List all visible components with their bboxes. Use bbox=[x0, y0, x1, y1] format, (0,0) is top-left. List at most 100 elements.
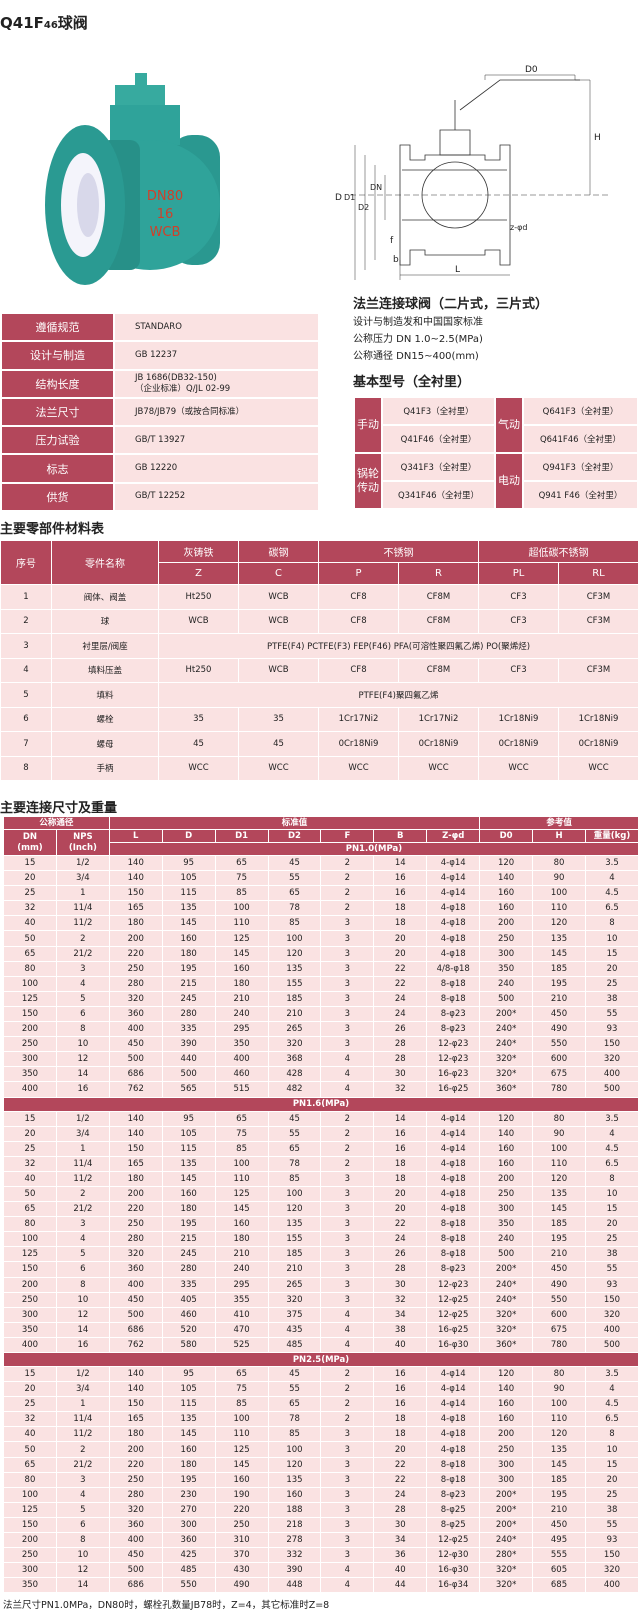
dimensions-cell: 3 bbox=[320, 1185, 375, 1203]
model-row: 锅轮传动 Q341F3（全衬里） 电动 Q941F3（全衬里） bbox=[353, 452, 639, 510]
dimensions-cell: 500 bbox=[161, 1066, 216, 1083]
dimensions-cell: 2 bbox=[320, 870, 375, 887]
dimensions-cell: 24 bbox=[373, 990, 428, 1007]
dimensions-cell: 675 bbox=[532, 1321, 586, 1338]
dimensions-cell: 278 bbox=[267, 1532, 322, 1549]
dimensions-cell: 40 bbox=[3, 915, 57, 932]
materials-cell: CF3M bbox=[558, 657, 639, 683]
dimensions-cell: 160 bbox=[479, 1396, 534, 1413]
dimensions-cell: 80 bbox=[532, 1365, 586, 1383]
dimensions-cell: 500 bbox=[584, 1081, 639, 1098]
dimensions-cell: 140 bbox=[108, 1365, 163, 1383]
dimensions-cell: 140 bbox=[479, 870, 534, 887]
dimensions-cell: 25 bbox=[3, 1396, 57, 1413]
dimensions-cell: 4 bbox=[584, 1381, 639, 1398]
dimensions-cell: 135 bbox=[532, 930, 586, 947]
dimensions-cell: 120 bbox=[267, 1456, 322, 1473]
dimensions-cell: 24 bbox=[373, 1486, 428, 1503]
dimensions-cell: 450 bbox=[532, 1005, 586, 1023]
dimensions-cell: 400 bbox=[3, 1336, 57, 1354]
dimensions-cell: 240 bbox=[214, 1005, 269, 1023]
model-name: Q41F46（全衬里） bbox=[381, 424, 496, 454]
dimensions-cell: 4/8-φ18 bbox=[426, 960, 481, 977]
dimensions-cell: 450 bbox=[532, 1516, 586, 1534]
dimensions-cell: 368 bbox=[267, 1051, 322, 1068]
dimensions-cell: 100 bbox=[3, 1231, 57, 1248]
dimensions-row: 350 14 686 520 470 435 4 38 16-φ25 320* 675 400 bbox=[3, 1321, 639, 1338]
header-code: RL bbox=[558, 562, 639, 585]
dimensions-cell: 55 bbox=[584, 1005, 639, 1023]
page-title: Q41F46球阀 bbox=[0, 12, 88, 33]
header-code: Z bbox=[158, 562, 239, 585]
dimensions-cell: 8-φ25 bbox=[426, 1501, 481, 1518]
dimensions-cell: 140 bbox=[108, 854, 163, 872]
dimensions-cell: 50 bbox=[3, 1185, 57, 1203]
dimensions-cell: 4-φ14 bbox=[426, 1365, 481, 1383]
dimensions-cell: 25 bbox=[584, 975, 639, 992]
dimensions-cell: 390 bbox=[267, 1562, 322, 1579]
dimensions-cell: 20 bbox=[373, 1201, 428, 1218]
dimensions-cell: 4-φ18 bbox=[426, 1441, 481, 1458]
dimensions-cell: 1 bbox=[55, 1140, 110, 1157]
dimensions-cell: 3 bbox=[55, 1471, 110, 1488]
dimensions-cell: 500 bbox=[108, 1562, 163, 1579]
dimensions-cell: 310 bbox=[214, 1532, 269, 1549]
materials-cell: 35 bbox=[238, 706, 319, 732]
dimensions-row: 65 21/2 220 180 145 120 3 20 4-φ18 300 145 15 bbox=[3, 945, 639, 962]
dimensions-row: 40 11/2 180 145 110 85 3 18 4-φ18 200 120 8 bbox=[3, 915, 639, 932]
dimensions-cell: 210 bbox=[532, 1246, 586, 1263]
body-outline bbox=[399, 144, 511, 266]
dimensions-row: 20 3/4 140 105 75 55 2 16 4-φ14 140 90 4 bbox=[3, 870, 639, 887]
dimensions-cell: 150 bbox=[584, 1547, 639, 1564]
dimensions-cell: 20 bbox=[3, 1381, 57, 1398]
dimensions-cell: 16 bbox=[373, 870, 428, 887]
dimensions-cell: 8-φ18 bbox=[426, 1216, 481, 1233]
dimensions-cell: 482 bbox=[267, 1081, 322, 1098]
dimensions-cell: 500 bbox=[479, 1246, 534, 1263]
column-header: NPS (Inch) bbox=[55, 829, 110, 856]
dimensions-cell: 65 bbox=[3, 1201, 57, 1218]
dimensions-cell: 320 bbox=[267, 1291, 322, 1308]
column-header: D2 bbox=[267, 829, 322, 843]
dimensions-cell: 190 bbox=[214, 1486, 269, 1503]
label-zd: z-φd bbox=[510, 223, 527, 232]
dimensions-row: 25 1 150 115 85 65 2 16 4-φ14 160 100 4.5 bbox=[3, 1396, 639, 1413]
dimensions-cell: 85 bbox=[267, 915, 322, 932]
spec-label: 供货 bbox=[0, 481, 115, 513]
dimensions-cell: 8 bbox=[55, 1276, 110, 1293]
dimensions-cell: 4 bbox=[584, 1125, 639, 1142]
dimensions-cell: 200* bbox=[479, 1261, 534, 1278]
dimensions-row: 150 6 360 280 240 210 3 24 8-φ23 200* 450 55 bbox=[3, 1005, 639, 1023]
dimensions-cell: 195 bbox=[161, 1216, 216, 1233]
dimensions-cell: 295 bbox=[214, 1021, 269, 1038]
dimensions-cell: 686 bbox=[108, 1066, 163, 1083]
dimensions-cell: 100 bbox=[3, 1486, 57, 1503]
dimensions-cell: 360 bbox=[161, 1532, 216, 1549]
dimensions-cell: 93 bbox=[584, 1276, 639, 1293]
dimensions-cell: 135 bbox=[267, 1471, 322, 1488]
dimensions-cell: 3 bbox=[320, 1456, 375, 1473]
dimensions-cell: 125 bbox=[3, 990, 57, 1007]
dimensions-cell: 460 bbox=[161, 1306, 216, 1323]
dimensions-cell: 65 bbox=[214, 1365, 269, 1383]
bonnet bbox=[110, 105, 180, 145]
label-d: D bbox=[335, 193, 342, 203]
dimensions-cell: 20 bbox=[584, 1216, 639, 1233]
dimensions-row: 300 12 500 460 410 375 4 34 12-φ25 320* 600 320 bbox=[3, 1306, 639, 1323]
dimensions-row: 32 11/4 165 135 100 78 2 18 4-φ18 160 110 6.5 bbox=[3, 1155, 639, 1172]
label-d0: D0 bbox=[525, 65, 538, 75]
dimensions-cell: 4-φ18 bbox=[426, 1411, 481, 1428]
dimensions-cell: 675 bbox=[532, 1066, 586, 1083]
dimensions-cell: 38 bbox=[584, 1246, 639, 1263]
dimensions-cell: 4-φ18 bbox=[426, 1155, 481, 1172]
dimensions-row: 50 2 200 160 125 100 3 20 4-φ18 250 135 10 bbox=[3, 930, 639, 947]
dimensions-cell: 100 bbox=[267, 1441, 322, 1458]
dimensions-cell: 18 bbox=[373, 1170, 428, 1187]
handle-top bbox=[115, 85, 165, 105]
dimensions-cell: 8 bbox=[584, 1170, 639, 1187]
dimensions-cell: 20 bbox=[3, 870, 57, 887]
dimensions-cell: 95 bbox=[161, 1110, 216, 1127]
dimensions-cell: 105 bbox=[161, 870, 216, 887]
dimensions-cell: 195 bbox=[161, 960, 216, 977]
dimensions-cell: 115 bbox=[161, 1140, 216, 1157]
